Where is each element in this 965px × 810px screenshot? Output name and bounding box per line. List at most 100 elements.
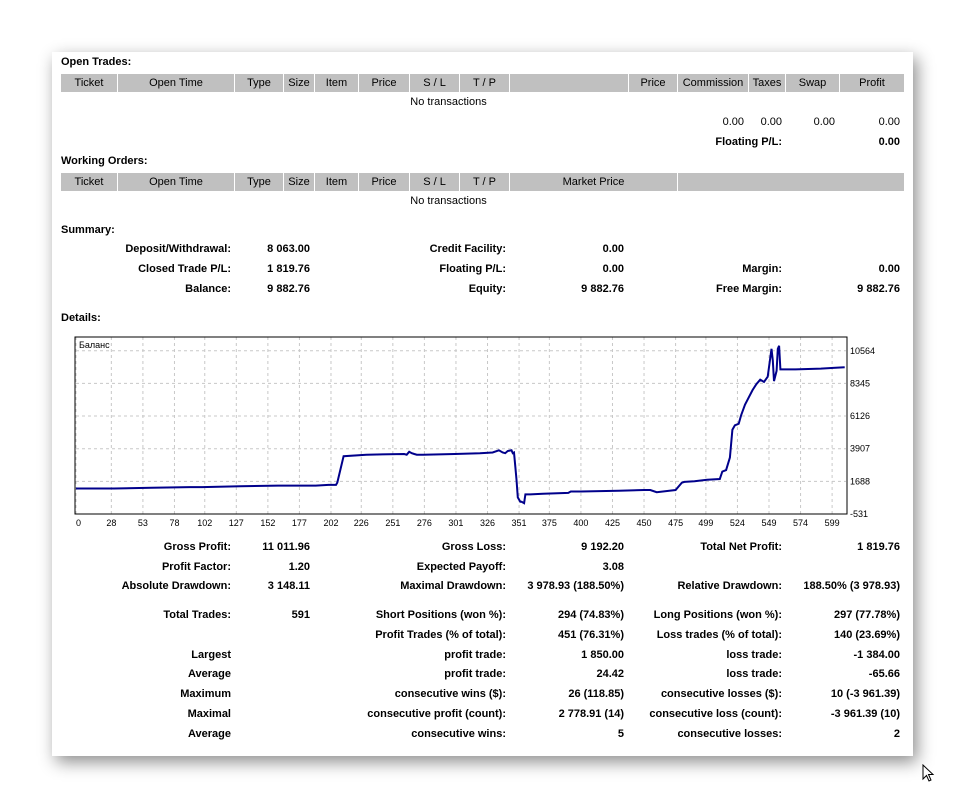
- total-trades-value: 591: [291, 609, 310, 621]
- wo-col-tp[interactable]: T / P: [460, 173, 510, 191]
- col-sl[interactable]: S / L: [410, 74, 460, 92]
- total-trades-label: Total Trades:: [163, 609, 231, 621]
- long-value: 297 (77.78%): [833, 609, 900, 621]
- x-tick-label: 425: [605, 518, 620, 528]
- open-floating-label: Floating P/L:: [715, 136, 782, 148]
- credit-value: 0.00: [602, 243, 624, 255]
- col-size[interactable]: Size: [284, 74, 315, 92]
- y-tick-label: 3907: [850, 444, 870, 454]
- expected-payoff-label: Expected Payoff:: [416, 561, 506, 573]
- balance-chart: Баланс 10564 8345 6126 3907 1688 -531 0 28 53 78…: [74, 336, 875, 528]
- strategy-report: Open Trades: Ticket Open Time Type Size …: [52, 52, 913, 756]
- margin-value: 0.00: [878, 263, 900, 275]
- col-open-time[interactable]: Open Time: [118, 74, 235, 92]
- col-price-current[interactable]: Price: [629, 74, 678, 92]
- maximal-label: Maximal: [187, 708, 231, 720]
- equity-label: Equity:: [468, 283, 506, 295]
- free-margin-value: 9 882.76: [857, 283, 900, 295]
- wo-col-sl[interactable]: S / L: [410, 173, 460, 191]
- x-tick-label: 0: [76, 518, 81, 528]
- y-tick-label: 1688: [850, 476, 870, 486]
- col-profit[interactable]: Profit: [859, 77, 885, 89]
- maximal-cons-profit-label: consecutive profit (count):: [367, 708, 506, 720]
- abs-dd-label: Absolute Drawdown:: [121, 580, 231, 592]
- wo-col-price[interactable]: Price: [359, 173, 410, 191]
- rel-dd-label: Relative Drawdown:: [677, 580, 782, 592]
- closed-label: Closed Trade P/L:: [138, 263, 231, 275]
- x-tick-label: 549: [761, 518, 776, 528]
- short-label: Short Positions (won %):: [375, 609, 506, 621]
- maximal-cons-profit-value: 2 778.91 (14): [558, 708, 624, 720]
- y-tick-label: 10564: [850, 346, 875, 356]
- max-dd-label: Maximal Drawdown:: [400, 580, 506, 592]
- col-swap[interactable]: Swap: [786, 74, 840, 92]
- x-tick-label: 475: [668, 518, 683, 528]
- margin-label: Margin:: [742, 263, 782, 275]
- wo-col-blank: [678, 173, 904, 191]
- loss-trades-label: Loss trades (% of total):: [656, 629, 782, 641]
- summary-title: Summary:: [61, 224, 115, 236]
- wo-col-market-price[interactable]: Market Price: [510, 173, 678, 191]
- x-tick-label: 450: [637, 518, 652, 528]
- mouse-pointer-icon: [922, 764, 935, 782]
- largest-loss-label: loss trade:: [726, 649, 782, 661]
- avg-cons-losses-label: consecutive losses:: [677, 728, 782, 740]
- x-tick-label: 499: [698, 518, 713, 528]
- y-tick-label: 6126: [850, 411, 870, 421]
- maximum-label: Maximum: [180, 688, 231, 700]
- details-title: Details:: [61, 312, 101, 324]
- x-tick-label: 102: [197, 518, 212, 528]
- x-tick-label: 251: [385, 518, 400, 528]
- closed-value: 1 819.76: [267, 263, 310, 275]
- rel-dd-value: 188.50% (3 978.93): [803, 580, 900, 592]
- average2-label: Average: [187, 728, 231, 740]
- open-floating-value: 0.00: [878, 136, 900, 148]
- x-tick-label: 177: [292, 518, 307, 528]
- balance-line: [76, 345, 845, 505]
- open-trades-title: Open Trades:: [61, 56, 132, 68]
- max-cons-wins-value: 26 (118.85): [568, 688, 624, 700]
- chart-x-ticks: 0 28 53 78 102 127 152 177 202 226 251 276 301 326 351…: [76, 518, 840, 528]
- wo-col-type[interactable]: Type: [235, 173, 284, 191]
- gross-profit-label: Gross Profit:: [163, 541, 231, 553]
- average-loss-value: -65.66: [868, 668, 900, 680]
- col-item[interactable]: Item: [315, 74, 359, 92]
- col-ticket[interactable]: Ticket: [61, 74, 118, 92]
- col-taxes[interactable]: Taxes: [749, 74, 786, 92]
- x-tick-label: 202: [323, 518, 338, 528]
- y-tick-label: 8345: [850, 378, 870, 388]
- avg-cons-wins-value: 5: [617, 728, 624, 740]
- col-type[interactable]: Type: [235, 74, 284, 92]
- profit-trades-value: 451 (76.31%): [557, 629, 624, 641]
- avg-cons-wins-label: consecutive wins:: [411, 728, 506, 740]
- x-tick-label: 53: [138, 518, 148, 528]
- col-blank: [510, 74, 629, 92]
- x-tick-label: 351: [512, 518, 527, 528]
- wo-col-size[interactable]: Size: [284, 173, 315, 191]
- open-trades-header: Ticket Open Time Type Size Item Price S …: [61, 74, 904, 92]
- chart-frame: [74, 336, 848, 515]
- x-tick-label: 524: [730, 518, 745, 528]
- x-tick-label: 599: [825, 518, 840, 528]
- x-tick-label: 226: [354, 518, 369, 528]
- profit-factor-label: Profit Factor:: [161, 561, 231, 573]
- col-tp[interactable]: T / P: [460, 74, 510, 92]
- x-tick-label: 574: [793, 518, 808, 528]
- wo-col-open-time[interactable]: Open Time: [118, 173, 235, 191]
- average-label: Average: [187, 668, 231, 680]
- wo-col-ticket[interactable]: Ticket: [61, 173, 118, 191]
- x-tick-label: 276: [417, 518, 432, 528]
- max-cons-wins-label: consecutive wins ($):: [394, 688, 506, 700]
- col-price[interactable]: Price: [359, 74, 410, 92]
- gross-loss-value: 9 192.20: [581, 541, 624, 553]
- col-commission[interactable]: Commission: [678, 74, 749, 92]
- free-margin-label: Free Margin:: [715, 283, 782, 295]
- expected-payoff-value: 3.08: [602, 561, 624, 573]
- open-commission-total: 0.00: [722, 116, 744, 128]
- average-profit-label: profit trade:: [444, 668, 506, 680]
- largest-label: Largest: [191, 649, 231, 661]
- working-orders-title: Working Orders:: [61, 155, 148, 167]
- wo-col-item[interactable]: Item: [315, 173, 359, 191]
- x-tick-label: 78: [169, 518, 179, 528]
- loss-trades-value: 140 (23.69%): [833, 629, 900, 641]
